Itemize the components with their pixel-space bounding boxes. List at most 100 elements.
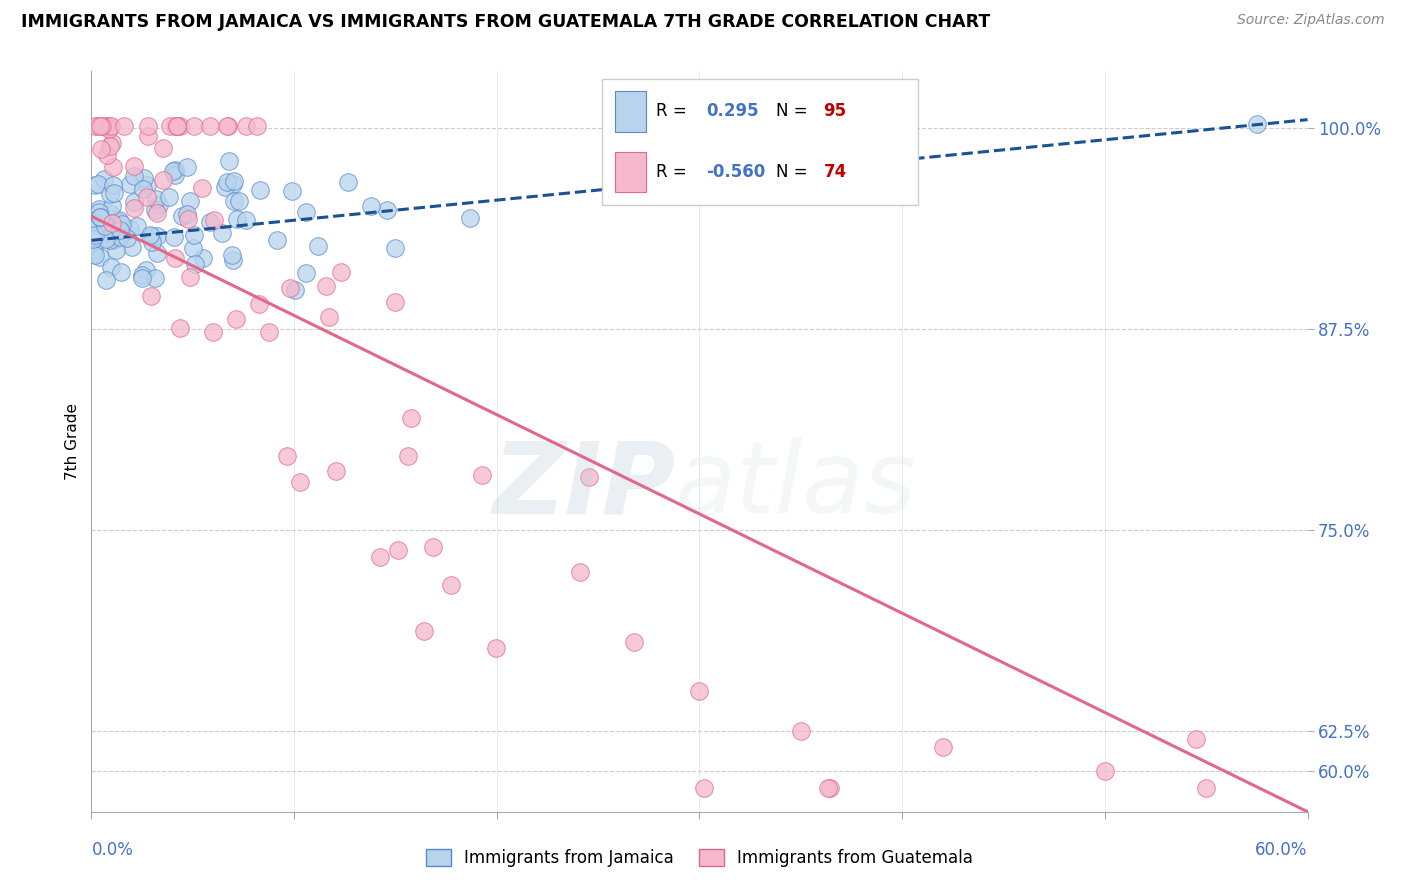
Point — [139, 289, 162, 303]
Point — [101, 216, 124, 230]
Point — [122, 201, 145, 215]
Point — [118, 222, 141, 236]
Point — [368, 550, 391, 565]
Point — [246, 119, 269, 133]
Point — [89, 142, 111, 156]
Point — [198, 119, 221, 133]
Point — [145, 246, 167, 260]
Point — [214, 179, 236, 194]
Point — [294, 205, 316, 219]
Point — [152, 172, 174, 186]
Point — [225, 312, 247, 326]
Point — [163, 230, 186, 244]
Point — [222, 178, 245, 192]
Point — [83, 243, 105, 257]
Text: R =: R = — [657, 103, 692, 120]
Point — [1246, 118, 1268, 132]
Point — [257, 325, 280, 339]
Point — [145, 192, 167, 206]
Point — [136, 189, 159, 203]
Point — [276, 449, 298, 463]
Point — [84, 119, 107, 133]
Point — [183, 241, 205, 255]
Point — [179, 194, 201, 209]
Point — [124, 194, 146, 209]
Point — [83, 248, 105, 262]
Point — [360, 199, 382, 213]
Point — [179, 270, 201, 285]
Point — [122, 169, 145, 184]
Point — [89, 119, 111, 133]
Point — [200, 215, 222, 229]
Point — [118, 177, 141, 191]
Point — [87, 119, 110, 133]
Point — [1094, 764, 1116, 779]
Point — [384, 242, 406, 256]
Point — [94, 273, 117, 287]
Point — [294, 267, 316, 281]
Point — [141, 235, 163, 249]
Point — [170, 210, 193, 224]
Point — [266, 233, 288, 247]
Point — [94, 219, 117, 233]
Y-axis label: 7th Grade: 7th Grade — [65, 403, 80, 480]
Point — [89, 210, 111, 224]
Point — [176, 211, 198, 226]
Point — [98, 139, 121, 153]
Point — [325, 464, 347, 478]
Point — [97, 119, 120, 133]
Point — [131, 268, 153, 283]
Point — [222, 253, 245, 268]
Point — [143, 202, 166, 217]
Point — [98, 233, 121, 247]
Point — [89, 204, 111, 219]
Text: 0.295: 0.295 — [707, 103, 759, 120]
Point — [111, 217, 134, 231]
Point — [91, 119, 114, 133]
Point — [217, 119, 239, 133]
Point — [100, 119, 122, 133]
Point — [96, 218, 118, 232]
Point — [108, 213, 131, 227]
Point — [127, 219, 149, 233]
Point — [82, 247, 104, 261]
Point — [98, 186, 121, 201]
Point — [217, 174, 239, 188]
Point — [89, 202, 111, 216]
Point — [226, 211, 249, 226]
Point — [1185, 732, 1208, 747]
Text: 0.0%: 0.0% — [91, 840, 134, 859]
Point — [103, 186, 125, 200]
Point — [396, 450, 419, 464]
Text: N =: N = — [776, 103, 813, 120]
Point — [623, 635, 645, 649]
Point — [288, 475, 311, 489]
Point — [94, 232, 117, 246]
Point — [422, 541, 444, 555]
Point — [931, 740, 953, 755]
Point — [108, 230, 131, 244]
Point — [169, 321, 191, 335]
FancyBboxPatch shape — [602, 78, 918, 204]
Point — [100, 260, 122, 275]
Point — [820, 780, 842, 795]
Text: 74: 74 — [824, 163, 846, 181]
Text: IMMIGRANTS FROM JAMAICA VS IMMIGRANTS FROM GUATEMALA 7TH GRADE CORRELATION CHART: IMMIGRANTS FROM JAMAICA VS IMMIGRANTS FR… — [21, 13, 990, 31]
Point — [101, 233, 124, 247]
Point — [224, 194, 246, 208]
Point — [191, 181, 214, 195]
Point — [135, 263, 157, 277]
Text: R =: R = — [657, 163, 692, 181]
Point — [280, 184, 302, 198]
Point — [315, 279, 337, 293]
Point — [399, 411, 422, 425]
Point — [108, 223, 131, 237]
Point — [440, 578, 463, 592]
Point — [204, 212, 226, 227]
Text: -0.560: -0.560 — [707, 163, 766, 181]
Point — [146, 205, 169, 219]
Point — [136, 119, 159, 133]
Point — [278, 281, 301, 295]
Point — [176, 207, 198, 221]
Point — [218, 153, 240, 168]
